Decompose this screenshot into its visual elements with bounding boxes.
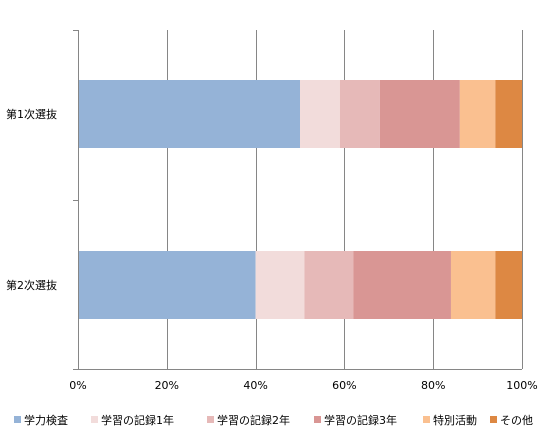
legend-swatch — [423, 416, 430, 423]
bar-segment — [450, 251, 496, 319]
legend-item: 学習の記録3年 — [314, 413, 397, 427]
legend-label: 学習の記録1年 — [101, 413, 174, 427]
legend-label: 特別活動 — [433, 413, 477, 427]
category-label: 第1次選抜 — [6, 107, 57, 121]
legend-label: 学力検査 — [24, 413, 68, 427]
bar-segment — [495, 80, 522, 148]
bar-segment — [255, 251, 305, 319]
bar-segment — [78, 80, 300, 148]
legend: 学力検査 学習の記録1年 学習の記録2年 学習の記録3年 特別活動 その他 — [14, 413, 533, 427]
legend-swatch — [91, 416, 98, 423]
legend-item: 特別活動 — [423, 413, 477, 427]
x-tick-label: 0% — [69, 379, 86, 392]
axes — [73, 30, 522, 370]
x-tick-label: 60% — [332, 379, 356, 392]
bar-segment — [459, 80, 496, 148]
legend-swatch — [314, 416, 321, 423]
x-tick-label: 80% — [421, 379, 445, 392]
legend-swatch — [207, 416, 214, 423]
bar-segment — [495, 251, 522, 319]
bar-segment — [78, 251, 256, 319]
legend-item: 学習の記録1年 — [91, 413, 174, 427]
bar-segment — [379, 80, 460, 148]
bar-segment — [339, 80, 380, 148]
bar-segment — [300, 80, 340, 148]
bars — [78, 80, 522, 319]
legend-item: その他 — [490, 414, 533, 427]
legend-item: 学習の記録2年 — [207, 413, 290, 427]
legend-label: 学習の記録3年 — [324, 413, 397, 427]
legend-swatch — [14, 416, 21, 423]
x-tick-label: 100% — [506, 379, 537, 392]
legend-swatch — [490, 416, 497, 423]
legend-item: 学力検査 — [14, 413, 68, 427]
legend-label: その他 — [500, 414, 533, 427]
x-tick-labels: 0% 20% 40% 60% 80% 100% — [69, 379, 537, 392]
x-tick-label: 20% — [155, 379, 179, 392]
legend-label: 学習の記録2年 — [217, 413, 290, 427]
category-label: 第2次選抜 — [6, 278, 57, 292]
bar-segment — [353, 251, 451, 319]
x-tick-label: 40% — [243, 379, 267, 392]
bar-segment — [304, 251, 354, 319]
